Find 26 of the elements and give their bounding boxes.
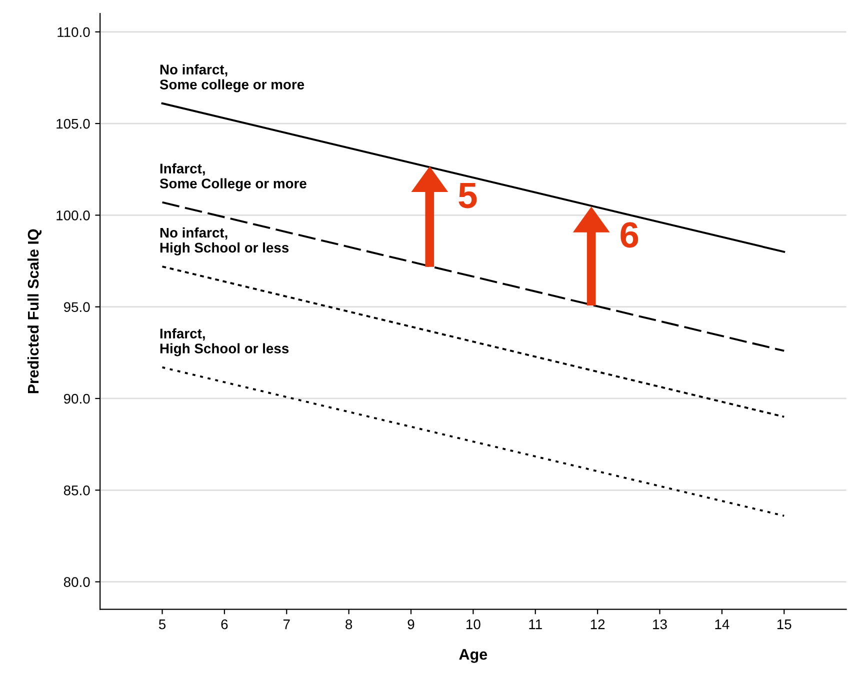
x-tick-label: 9 xyxy=(408,619,414,630)
x-tick-label: 10 xyxy=(466,619,480,630)
x-tick-label: 13 xyxy=(653,619,667,630)
x-tick-label: 12 xyxy=(590,619,605,630)
series-label: No infarct, High School or less xyxy=(160,227,289,256)
y-tick-label: 100.0 xyxy=(56,210,90,220)
y-tick-label: 80.0 xyxy=(64,577,90,587)
y-tick-label: 110.0 xyxy=(58,27,90,38)
x-tick-label: 11 xyxy=(529,620,542,630)
y-tick-label: 85.0 xyxy=(64,485,90,496)
y-tick-label: 105.0 xyxy=(56,118,90,129)
annotation: 5 xyxy=(458,183,477,208)
series-label: Infarct, High School or less xyxy=(160,328,289,356)
series-label: Infarct, Some College or more xyxy=(160,163,306,192)
x-tick-label: 15 xyxy=(777,620,792,630)
y-tick-label: 90.0 xyxy=(64,394,90,404)
x-tick-label: 6 xyxy=(221,619,228,630)
x-tick-label: 8 xyxy=(346,619,352,630)
series-label: No infarct, Some college or more xyxy=(160,64,304,92)
x-tick-label: 14 xyxy=(715,620,730,630)
x-tick-label: 7 xyxy=(283,620,290,630)
y-tick-label: 95.0 xyxy=(64,302,90,312)
x-tick-label: 5 xyxy=(158,620,166,630)
x-axis-title: Age xyxy=(459,649,488,663)
y-axis-title: Predicted Full Scale IQ xyxy=(27,229,42,394)
annotation: 6 xyxy=(620,222,638,248)
